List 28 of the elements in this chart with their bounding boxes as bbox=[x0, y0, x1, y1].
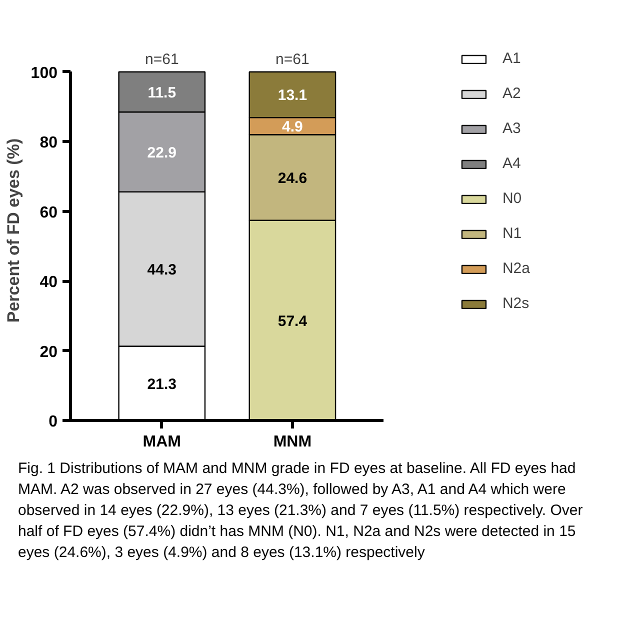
annotation: n=61 bbox=[144, 50, 179, 68]
legend-label: A2 bbox=[502, 85, 522, 102]
y-tick-label: 60 bbox=[40, 204, 58, 222]
y-axis-title: Percent of FD eyes (%) bbox=[4, 138, 23, 323]
data-label: 21.3 bbox=[147, 376, 176, 393]
legend-label: N0 bbox=[502, 190, 522, 207]
data-label: 44.3 bbox=[147, 262, 176, 279]
y-tick-label: 80 bbox=[40, 134, 58, 152]
legend-label: N1 bbox=[502, 225, 522, 242]
x-tick-label: MAM bbox=[142, 434, 181, 450]
legend-label: A1 bbox=[502, 50, 522, 67]
data-label: 24.6 bbox=[278, 170, 308, 188]
legend-label: N2s bbox=[502, 295, 530, 312]
legend-label: A3 bbox=[502, 120, 522, 137]
x-tick-label: MNM bbox=[273, 434, 312, 450]
y-tick-label: 40 bbox=[40, 274, 58, 292]
caption: Fig. 1 Distributions of MAM and MNM grade in FD eyes at baseline. All FD eyes had MAM. A2 was observed in 27 eyes (44.3%), followed by A3, A1 and A4 which were observed in 14 eyes (22.9%), 13 eyes (21.3%) and 7 eyes (11.5%) respectively. Over half of FD eyes (57.4%) didn’t has MNM (N0). N1, N2a and N2s were detected in 15 eyes (24.6%), 3 eyes (4.9%) and 8 eyes (13.1%) respectively bbox=[18, 459, 584, 563]
data-label: 13.1 bbox=[278, 87, 308, 104]
data-label: 57.4 bbox=[278, 312, 308, 330]
data-label: 4.9 bbox=[282, 118, 303, 136]
legend-label: N2a bbox=[502, 260, 530, 277]
data-label: 11.5 bbox=[148, 84, 176, 102]
y-tick-label: 100 bbox=[30, 64, 58, 82]
annotation: n=61 bbox=[276, 50, 310, 68]
y-tick-label: 20 bbox=[40, 344, 58, 361]
data-label: 22.9 bbox=[147, 144, 176, 162]
y-tick-label: 0 bbox=[48, 414, 58, 430]
legend-label: A4 bbox=[502, 155, 522, 172]
